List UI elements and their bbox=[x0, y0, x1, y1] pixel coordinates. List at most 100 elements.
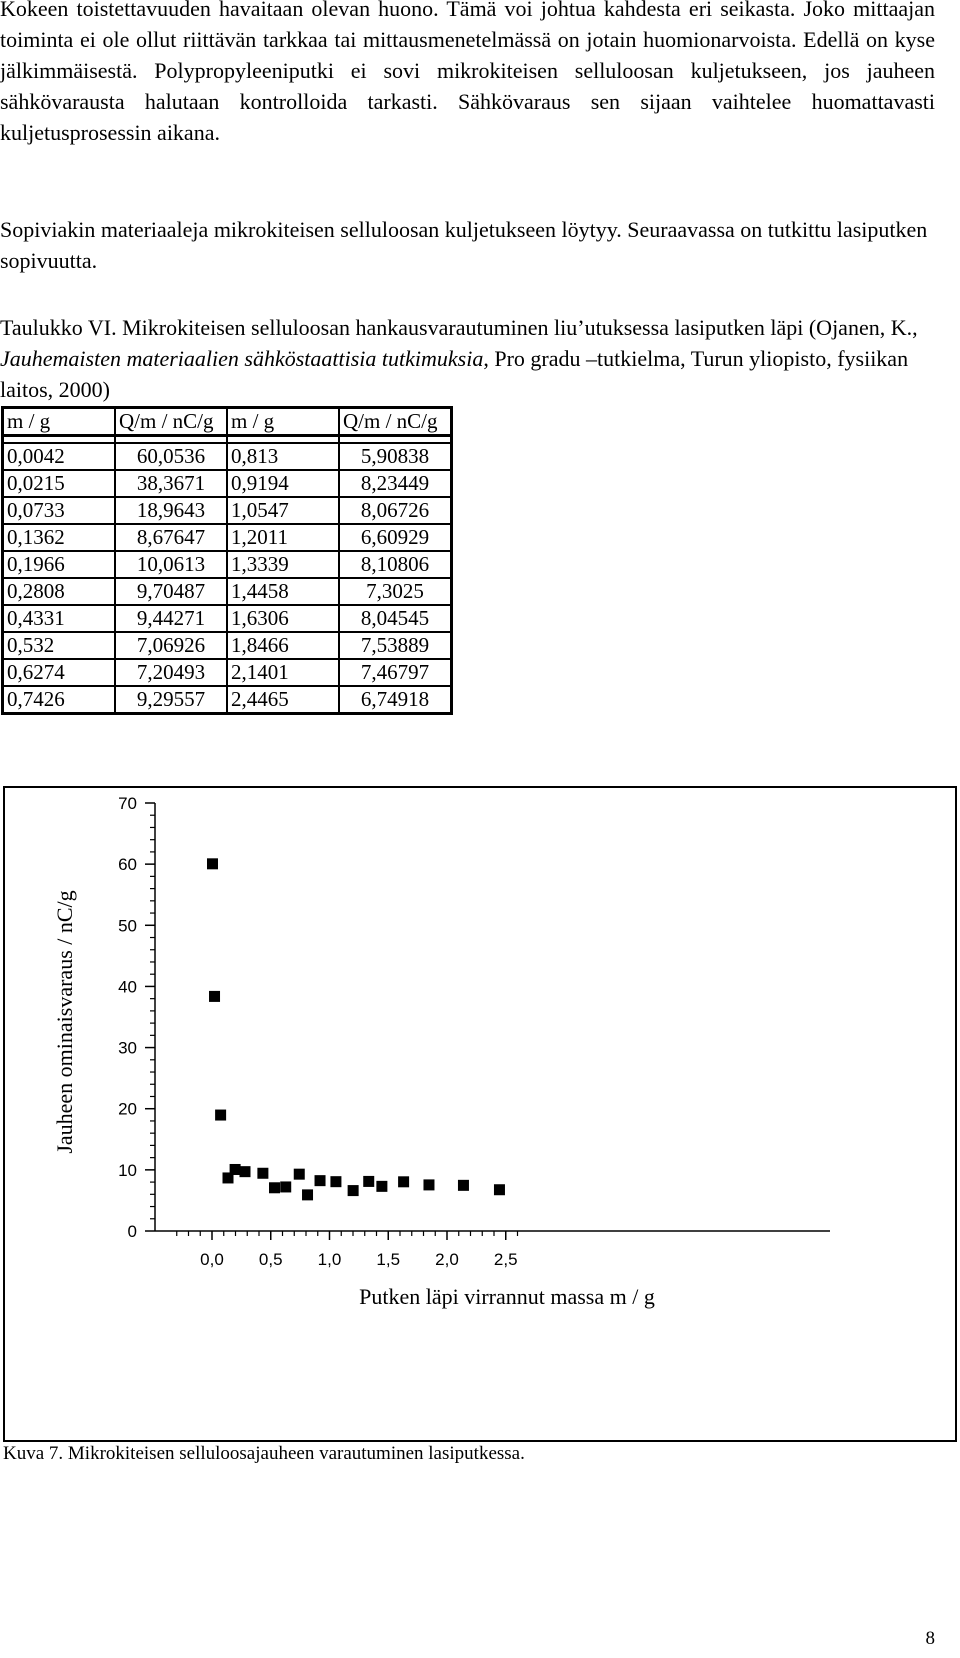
cell-mass: 2,1401 bbox=[226, 658, 340, 687]
cell-mass: 1,6306 bbox=[226, 604, 340, 633]
data-point bbox=[314, 1175, 326, 1187]
x-tick-label: 0,5 bbox=[259, 1250, 283, 1269]
data-point bbox=[457, 1179, 469, 1191]
paragraph-materials: Sopiviakin materiaaleja mikrokiteisen se… bbox=[0, 217, 928, 273]
data-point bbox=[302, 1189, 314, 1201]
data-point bbox=[222, 1172, 234, 1184]
table-header-row: m / g Q/m / nC/g m / g Q/m / nC/g bbox=[1, 406, 453, 437]
cell-charge: 7,3025 bbox=[338, 577, 453, 606]
cell-charge: 6,74918 bbox=[338, 685, 453, 715]
cell-charge: 8,04545 bbox=[338, 604, 453, 633]
cell-mass: 0,1966 bbox=[1, 550, 116, 579]
cell-mass: 1,0547 bbox=[226, 496, 340, 525]
cell-charge: 8,10806 bbox=[338, 550, 453, 579]
cell-charge: 7,06926 bbox=[114, 631, 228, 660]
cell-charge: 6,60929 bbox=[338, 523, 453, 552]
cell-charge: 38,3671 bbox=[114, 469, 228, 498]
data-point bbox=[293, 1168, 305, 1180]
data-point bbox=[330, 1176, 342, 1188]
cell-mass: 1,8466 bbox=[226, 631, 340, 660]
cell-mass: 0,0042 bbox=[1, 442, 116, 471]
table-spacer-row bbox=[1, 435, 453, 444]
y-tick-label: 40 bbox=[118, 977, 137, 996]
x-tick-label: 1,5 bbox=[376, 1250, 400, 1269]
y-tick-label: 60 bbox=[118, 855, 137, 874]
table-row: 0,0733 18,9643 1,0547 8,06726 bbox=[1, 496, 453, 525]
cell-mass: 2,4465 bbox=[226, 685, 340, 715]
data-point bbox=[257, 1167, 269, 1179]
figure-caption: Kuva 7. Mikrokiteisen selluloosajauheen … bbox=[3, 1443, 525, 1464]
cell-charge: 18,9643 bbox=[114, 496, 228, 525]
cell-charge: 8,67647 bbox=[114, 523, 228, 552]
data-point bbox=[493, 1184, 505, 1196]
cell-mass: 0,813 bbox=[226, 442, 340, 471]
data-point bbox=[280, 1181, 292, 1193]
cell-mass: 0,7426 bbox=[1, 685, 116, 715]
data-point bbox=[347, 1185, 359, 1197]
cell-charge: 8,06726 bbox=[338, 496, 453, 525]
cell-mass: 0,9194 bbox=[226, 469, 340, 498]
cell-mass: 0,2808 bbox=[1, 577, 116, 606]
data-point bbox=[229, 1163, 241, 1175]
scatter-chart: 0 10 20 30 40 50 60 70 0,0 0,5 1,0 1,5 2,0 2,5 Putken … bbox=[52, 794, 830, 1309]
table-row: 0,2808 9,70487 1,4458 7,3025 bbox=[1, 577, 453, 606]
table-body: 0,0042 60,0536 0,813 5,90838 0,0215 38,3671 0,… bbox=[1, 435, 453, 715]
cell-charge: 5,90838 bbox=[338, 442, 453, 471]
data-point bbox=[215, 1109, 227, 1121]
table-caption: Taulukko VI. Mikrokiteisen selluloosan h… bbox=[0, 312, 935, 405]
table-caption-part1: Taulukko VI. Mikrokiteisen selluloosan h… bbox=[0, 315, 918, 340]
table-row: 0,6274 7,20493 2,1401 7,46797 bbox=[1, 658, 453, 687]
x-tick-label: 2,5 bbox=[494, 1250, 518, 1269]
x-tick-label: 0,0 bbox=[200, 1250, 224, 1269]
y-tick-label: 10 bbox=[118, 1161, 137, 1180]
y-tick-label: 30 bbox=[118, 1039, 137, 1058]
x-axis-title: Putken läpi virrannut massa m / g bbox=[359, 1284, 655, 1309]
cell-charge: 8,23449 bbox=[338, 469, 453, 498]
cell-charge: 7,46797 bbox=[338, 658, 453, 687]
cell-charge: 7,53889 bbox=[338, 631, 453, 660]
page-number: 8 bbox=[925, 1628, 936, 1649]
table-row: 0,1362 8,67647 1,2011 6,60929 bbox=[1, 523, 453, 552]
y-tick-label: 70 bbox=[118, 794, 137, 813]
table-caption-title: Jauhemaisten materiaalien sähköstaattisi… bbox=[0, 346, 484, 371]
cell-mass: 0,4331 bbox=[1, 604, 116, 633]
data-point bbox=[376, 1180, 388, 1192]
table-row: 0,532 7,06926 1,8466 7,53889 bbox=[1, 631, 453, 660]
cell-charge: 10,0613 bbox=[114, 550, 228, 579]
cell-mass: 1,4458 bbox=[226, 577, 340, 606]
data-table: m / g Q/m / nC/g m / g Q/m / nC/g 0,0042… bbox=[1, 406, 453, 715]
header-mass-2: m / g bbox=[226, 406, 340, 437]
data-point bbox=[239, 1166, 251, 1178]
y-axis-title: Jauheen ominaisvaraus / nC/g bbox=[52, 890, 77, 1153]
cell-charge: 7,20493 bbox=[114, 658, 228, 687]
cell-mass: 1,2011 bbox=[226, 523, 340, 552]
cell-charge: 9,70487 bbox=[114, 577, 228, 606]
header-charge-2: Q/m / nC/g bbox=[338, 406, 453, 437]
table-row: 0,0042 60,0536 0,813 5,90838 bbox=[1, 442, 453, 471]
data-point bbox=[269, 1182, 281, 1194]
cell-charge: 9,29557 bbox=[114, 685, 228, 715]
table-row: 0,1966 10,0613 1,3339 8,10806 bbox=[1, 550, 453, 579]
cell-mass: 0,1362 bbox=[1, 523, 116, 552]
data-point bbox=[209, 990, 221, 1002]
header-charge-1: Q/m / nC/g bbox=[114, 406, 228, 437]
x-tick-label: 1,0 bbox=[318, 1250, 342, 1269]
y-tick-label: 50 bbox=[118, 916, 137, 935]
figure-frame bbox=[3, 786, 957, 1442]
data-point bbox=[423, 1179, 435, 1191]
cell-charge: 9,44271 bbox=[114, 604, 228, 633]
table-row: 0,0215 38,3671 0,9194 8,23449 bbox=[1, 469, 453, 498]
paragraph-reproducibility: Kokeen toistettavuuden havaitaan olevan … bbox=[0, 0, 935, 145]
table-row: 0,4331 9,44271 1,6306 8,04545 bbox=[1, 604, 453, 633]
data-point bbox=[206, 858, 218, 870]
data-point bbox=[398, 1176, 410, 1188]
table-row: 0,7426 9,29557 2,4465 6,74918 bbox=[1, 685, 453, 715]
header-mass-1: m / g bbox=[1, 406, 116, 437]
cell-mass: 0,532 bbox=[1, 631, 116, 660]
data-point bbox=[363, 1175, 375, 1187]
cell-mass: 0,6274 bbox=[1, 658, 116, 687]
table-caption-part2: , Pro gradu –tutkielma, Turun yliopisto,… bbox=[0, 346, 909, 402]
y-tick-label: 20 bbox=[118, 1100, 137, 1119]
cell-mass: 0,0215 bbox=[1, 469, 116, 498]
cell-mass: 1,3339 bbox=[226, 550, 340, 579]
